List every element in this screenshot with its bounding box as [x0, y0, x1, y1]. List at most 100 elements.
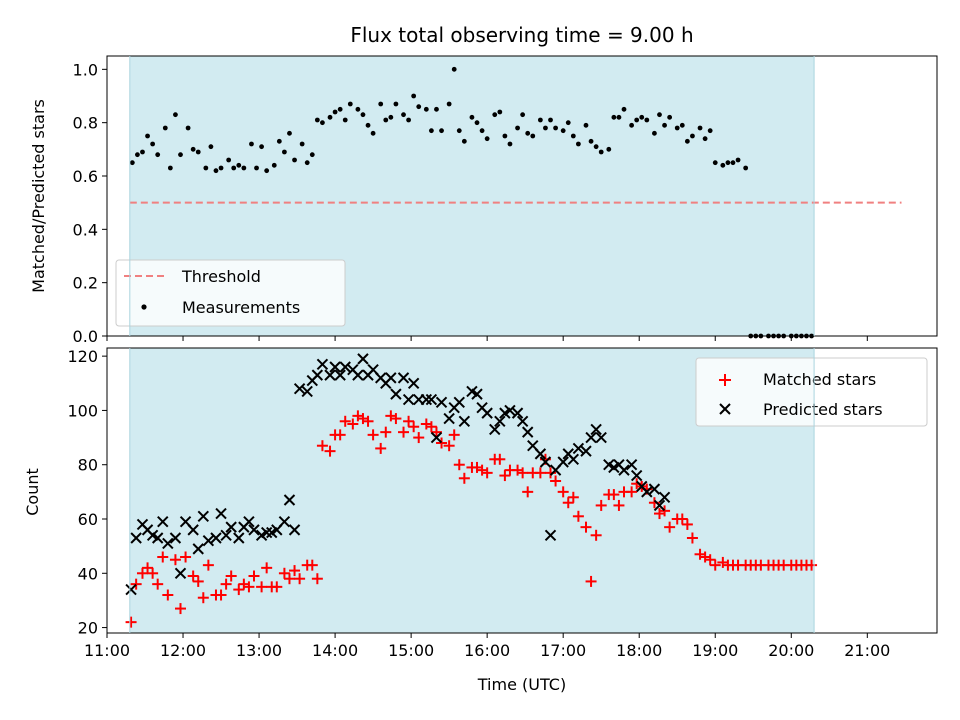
top-x-ticks — [106, 336, 868, 341]
matched-star-point — [261, 562, 273, 574]
measurement-point — [370, 130, 376, 136]
measurement-point — [690, 133, 695, 139]
bottom-y-tick-label: 120 — [67, 347, 98, 366]
measurement-point — [679, 122, 685, 128]
measurement-point — [271, 162, 277, 168]
measurement-point — [492, 112, 498, 118]
measurement-point — [388, 114, 394, 120]
matched-star-point — [233, 584, 245, 596]
measurement-point — [236, 162, 242, 168]
bottom-legend-box — [695, 357, 928, 427]
x-tick-label: 16:00 — [464, 641, 510, 660]
matched-star-point — [430, 426, 442, 438]
predicted-star-point — [557, 456, 569, 468]
predicted-star-point — [489, 423, 501, 436]
measurement-point — [598, 149, 604, 155]
matched-star-point — [806, 559, 818, 571]
matched-star-point — [125, 616, 137, 628]
x-tick-label: 12:00 — [160, 641, 206, 660]
matched-star-point — [709, 559, 721, 571]
measurement-point — [583, 122, 589, 128]
measurement-point — [332, 109, 338, 115]
measurement-point — [145, 133, 150, 139]
measurement-point — [644, 117, 650, 123]
matched-star-point — [567, 491, 579, 503]
measurement-point — [570, 133, 576, 139]
matched-star-point — [283, 573, 295, 585]
x-tick-label: 21:00 — [844, 641, 890, 660]
measurement-point — [129, 160, 135, 166]
predicted-star-point — [544, 529, 557, 541]
matched-star-point — [271, 581, 283, 593]
measurement-point — [309, 152, 315, 158]
matched-star-point — [534, 467, 546, 479]
matched-star-point — [390, 413, 402, 425]
matched-star-point — [169, 554, 181, 566]
matched-star-point — [157, 551, 169, 563]
measurement-point — [218, 165, 224, 171]
measurement-point — [621, 106, 627, 112]
matched-star-point — [590, 529, 602, 541]
bottom-x-ticks: 11:00 12:00 13:00 14:00 15:00 16:00 17:00 18:00… — [84, 633, 890, 660]
predicted-star-point — [334, 369, 346, 381]
measurements-legend-label: Measurements — [182, 298, 300, 317]
predicted-star-point — [390, 388, 402, 400]
predicted-star-point — [202, 535, 215, 547]
matched-star-point — [550, 475, 562, 487]
bottom-y-ticks: 20 40 60 80 100 120 — [67, 347, 107, 638]
matched-star-point — [197, 592, 209, 604]
matched-star-point — [147, 567, 159, 579]
measurement-point — [588, 138, 594, 144]
predicted-star-point — [197, 510, 210, 522]
predicted-star-point — [397, 372, 410, 384]
matched-star-point — [676, 513, 688, 525]
top-y-tick-label: 1.0 — [73, 60, 98, 79]
bottom-panel: 20 40 60 80 100 120 11:00 12:00 13:00 14:00 15:00… — [23, 347, 938, 694]
top-y-tick-label: 0.0 — [73, 327, 98, 346]
measurement-point — [299, 141, 305, 147]
top-y-tick-label: 0.4 — [73, 220, 98, 239]
matched-star-point — [130, 578, 142, 590]
top-y-tick-label: 0.8 — [73, 114, 98, 133]
measurement-point — [662, 122, 667, 128]
matched-star-point — [557, 486, 569, 498]
matched-star-point — [659, 505, 671, 517]
measurement-point — [226, 157, 232, 163]
measurement-point — [707, 128, 713, 134]
measurement-point — [657, 112, 662, 118]
matched-star-point — [306, 559, 318, 571]
measurement-point — [292, 157, 297, 163]
measurement-point — [178, 152, 183, 158]
measurement-point — [190, 146, 196, 152]
matched-star-point — [248, 570, 260, 582]
matched-star-point — [585, 575, 597, 587]
predicted-star-point — [453, 396, 465, 408]
matched-legend-swatch — [719, 374, 731, 386]
predicted-star-point — [157, 516, 169, 528]
measurement-point — [135, 152, 140, 158]
x-tick-label: 18:00 — [616, 641, 662, 660]
matched-star-point — [215, 589, 227, 601]
top-y-axis-label: Matched/Predicted stars — [29, 99, 48, 293]
predicted-star-point — [567, 453, 580, 465]
top-legend: Threshold Measurements — [115, 259, 346, 327]
measurement-point — [593, 144, 599, 150]
matched-star-point — [220, 578, 232, 590]
measurement-point — [725, 160, 731, 166]
matched-star-point — [403, 415, 415, 427]
bottom-y-tick-label: 40 — [78, 564, 98, 583]
bottom-y-tick-label: 20 — [78, 619, 98, 638]
measurement-point — [428, 128, 434, 134]
measurement-point — [560, 128, 566, 134]
measurement-point — [195, 149, 201, 155]
predicted-star-point — [648, 483, 661, 495]
predicted-star-point — [225, 521, 237, 533]
measurement-point — [735, 157, 741, 163]
predicted-star-point — [260, 526, 273, 539]
top-series-layer — [129, 66, 902, 339]
measurement-point — [548, 117, 553, 123]
chart-title: Flux total observing time = 9.00 h — [350, 23, 693, 47]
measurement-point — [515, 125, 520, 131]
measurement-point — [507, 141, 513, 147]
